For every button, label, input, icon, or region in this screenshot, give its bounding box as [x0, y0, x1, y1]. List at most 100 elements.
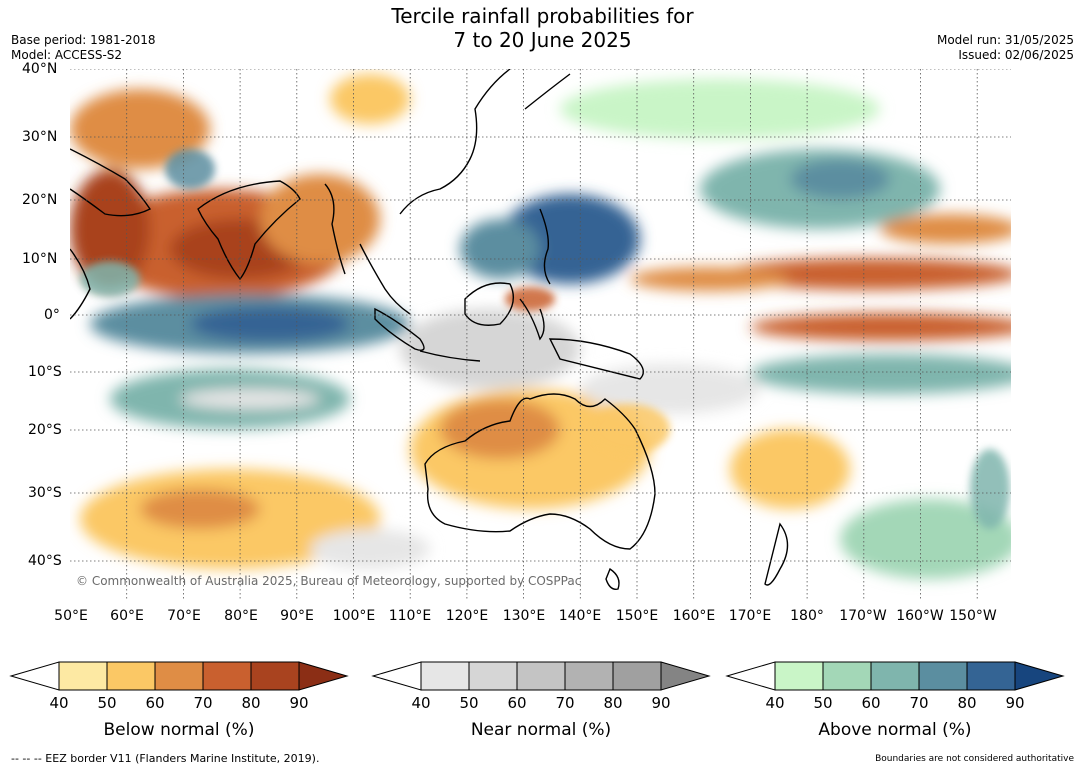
above-tick-40: 40: [765, 694, 785, 712]
lon-label-140e: 140°E: [558, 608, 602, 624]
lon-label-70e: 70°E: [167, 608, 201, 624]
near-tick-70: 70: [555, 694, 575, 712]
fine-detail: [80, 149, 1010, 529]
above-tick-80: 80: [957, 694, 977, 712]
borneo-coast: [464, 282, 514, 326]
below-normal-itcz-west: [630, 267, 790, 291]
title-line1: Tercile rainfall probabilities for: [391, 4, 694, 28]
lon-label-150e: 150°E: [615, 608, 659, 624]
above-normal-np-core: [790, 159, 890, 199]
below-normal-tasman: [730, 429, 850, 509]
below-normal-max-arrow: [298, 661, 349, 691]
new-zealand-coast: [764, 522, 789, 586]
below-normal-min-arrow: [9, 661, 60, 691]
probability-fields: [70, 74, 1011, 579]
colorbar-near-normal: [371, 661, 711, 691]
java-coast: [419, 350, 481, 362]
title-line2: 7 to 20 June 2025: [453, 28, 632, 52]
near-normal-swatch-60: [516, 661, 566, 691]
lon-label-180: 180°: [790, 608, 824, 624]
lon-label-120e: 120°E: [445, 608, 489, 624]
boundaries-disclaimer: Boundaries are not considered authoritat…: [875, 754, 1074, 764]
lon-label-50e: 50°E: [54, 608, 88, 624]
lat-label-10s: 10°S: [28, 364, 62, 380]
lon-label-160w: 160°W: [896, 608, 944, 624]
near-normal-swatch-40: [420, 661, 470, 691]
near-normal-swatch-70: [564, 661, 614, 691]
above-normal-min-arrow: [725, 661, 776, 691]
base-period: Base period: 1981-2018: [11, 33, 156, 47]
above-tick-90: 90: [1005, 694, 1025, 712]
above-tick-50: 50: [813, 694, 833, 712]
lat-label-0: 0°: [44, 307, 60, 323]
above-normal-pakistan: [165, 149, 215, 189]
below-tick-40: 40: [49, 694, 69, 712]
sumatra-coast: [374, 307, 425, 351]
lon-label-110e: 110°E: [388, 608, 432, 624]
above-normal-east-edge: [970, 449, 1010, 529]
colorbar-above-normal: [725, 661, 1065, 691]
probability-map: © Commonwealth of Australia 2025, Bureau…: [70, 69, 1011, 600]
near-tick-50: 50: [459, 694, 479, 712]
above-normal-scs: [460, 219, 540, 279]
lon-label-100e: 100°E: [332, 608, 376, 624]
below-normal-swatch-50: [106, 661, 156, 691]
near-normal-coral-sea: [580, 364, 760, 414]
below-normal-itcz-north: [720, 258, 1011, 290]
above-normal-swatch-70: [918, 661, 968, 691]
philippines-coast: [539, 208, 551, 285]
myanmar-coast: [324, 183, 346, 275]
below-normal-china: [330, 74, 410, 124]
lat-label-10n: 10°N: [22, 251, 58, 267]
near-normal-io: [180, 389, 320, 409]
near-normal-south: [310, 529, 430, 569]
lat-label-40n: 40°N: [22, 61, 58, 77]
below-normal-swatch-40: [58, 661, 108, 691]
arabia-coast: [70, 148, 152, 217]
lon-label-170e: 170°E: [728, 608, 772, 624]
above-normal-core: [190, 306, 350, 342]
new-guinea-coast: [548, 338, 644, 380]
tasmania-coast: [605, 567, 620, 590]
coastlines: [70, 69, 789, 590]
near-tick-40: 40: [411, 694, 431, 712]
above-normal-south-pacific: [750, 354, 1011, 394]
below-normal-legend-title: Below normal (%): [103, 720, 255, 740]
map-canvas: [70, 69, 1011, 600]
malay-coast: [359, 243, 411, 315]
near-tick-60: 60: [507, 694, 527, 712]
below-normal-qld: [590, 404, 670, 454]
below-normal-bengal: [260, 174, 380, 264]
model-name: Model: ACCESS-S2: [11, 48, 123, 62]
africa-coast: [70, 248, 91, 320]
above-normal-swatch-40: [774, 661, 824, 691]
lon-label-80e: 80°E: [224, 608, 258, 624]
above-normal-swatch-50: [822, 661, 872, 691]
copyright-notice: © Commonwealth of Australia 2025, Bureau…: [76, 574, 582, 588]
near-normal-maritime: [400, 309, 580, 389]
lon-label-160e: 160°E: [672, 608, 716, 624]
gridlines: [70, 69, 1011, 600]
model-run-date: Model run: 31/05/2025: [936, 33, 1074, 47]
above-normal-swatch-80: [966, 661, 1016, 691]
below-normal-borneo: [505, 287, 555, 311]
below-normal-sio-core: [140, 489, 260, 529]
below-tick-50: 50: [97, 694, 117, 712]
below-normal-australia-core: [440, 399, 560, 459]
below-normal-swatch-60: [154, 661, 204, 691]
near-tick-80: 80: [603, 694, 623, 712]
near-tick-90: 90: [651, 694, 671, 712]
run-info: Model run: 31/05/2025 Issued: 02/06/2025: [937, 33, 1074, 63]
below-normal-iran: [70, 89, 210, 169]
issued-date: Issued: 02/06/2025: [958, 48, 1074, 62]
lon-label-90e: 90°E: [280, 608, 314, 624]
lon-label-150w: 150°W: [949, 608, 997, 624]
colorbars: [9, 661, 1065, 691]
lon-label-170w: 170°W: [839, 608, 887, 624]
near-normal-min-arrow: [371, 661, 422, 691]
lat-label-40s: 40°S: [28, 553, 62, 569]
below-normal-equator: [750, 313, 1011, 341]
below-tick-80: 80: [241, 694, 261, 712]
china-coast: [399, 69, 511, 215]
lon-label-60e: 60°E: [110, 608, 144, 624]
